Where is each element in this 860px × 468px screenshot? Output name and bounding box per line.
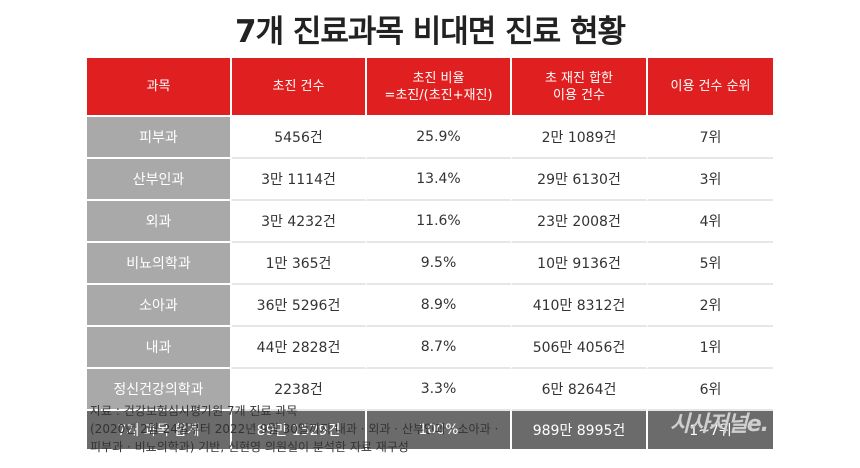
total-first-visits-cell: 89만 1529건: [232, 411, 367, 449]
source-line: (2020년 2월 24일부터 2022년 9월 30일까지 내과 · 외과 ·…: [90, 422, 499, 436]
rank-cell: 2위: [648, 285, 773, 327]
rank-cell: 3위: [648, 159, 773, 201]
first-visits-cell: 44만 2828건: [232, 327, 367, 369]
total-cell: 410만 8312건: [512, 285, 648, 327]
rank-cell: 5위: [648, 243, 773, 285]
rank-cell: 7위: [648, 117, 773, 159]
header-first-visits: 초진 건수: [232, 58, 367, 117]
data-table: 과목 초진 건수 초진 비율 =초진/(초진+재진) 초 재진 합한 이용 건수…: [87, 58, 773, 449]
total-cell: 10만 9136건: [512, 243, 648, 285]
rank-cell: 4위: [648, 201, 773, 243]
subject-cell: 피부과: [87, 117, 232, 159]
first-visits-cell: 3만 4232건: [232, 201, 367, 243]
table-row: 내과 44만 2828건 8.7% 506만 4056건 1위: [87, 327, 773, 369]
ratio-cell: 25.9%: [367, 117, 512, 159]
table-row: 정신건강의학과 2238건 3.3% 6만 8264건 6위: [87, 369, 773, 411]
header-total: 초 재진 합한 이용 건수: [512, 58, 648, 117]
table-row: 소아과 36만 5296건 8.9% 410만 8312건 2위: [87, 285, 773, 327]
ratio-cell: 11.6%: [367, 201, 512, 243]
table-row: 피부과 5456건 25.9% 2만 1089건 7위: [87, 117, 773, 159]
first-visits-cell: 5456건: [232, 117, 367, 159]
first-visits-cell: 2238건: [232, 369, 367, 411]
header-ratio: 초진 비율 =초진/(초진+재진): [367, 58, 512, 117]
subject-cell: 비뇨의학과: [87, 243, 232, 285]
first-visits-cell: 36만 5296건: [232, 285, 367, 327]
total-cell: 506만 4056건: [512, 327, 648, 369]
ratio-cell: 8.7%: [367, 327, 512, 369]
subject-cell: 내과: [87, 327, 232, 369]
page-title: 7개 진료과목 비대면 진료 현황: [235, 14, 626, 50]
rank-cell: 6위: [648, 369, 773, 411]
total-cell: 23만 2008건: [512, 201, 648, 243]
source-line: 자료 : 건강보험심사평가원 7개 진료 과목: [90, 404, 298, 418]
total-rank-cell: 1~7위: [648, 411, 773, 449]
source-line: 피부과 · 비뇨의학과) 기반, 신현영 의원실이 분석한 자료 재구성: [90, 440, 409, 454]
table-row: 비뇨의학과 1만 365건 9.5% 10만 9136건 5위: [87, 243, 773, 285]
table-row: 산부인과 3만 1114건 13.4% 29만 6130건 3위: [87, 159, 773, 201]
total-row: 7개 과목 합계 89만 1529건 100% 989만 8995건 1~7위: [87, 411, 773, 449]
header-row: 과목 초진 건수 초진 비율 =초진/(초진+재진) 초 재진 합한 이용 건수…: [87, 58, 773, 117]
header-rank: 이용 건수 순위: [648, 58, 773, 117]
table-row: 외과 3만 4232건 11.6% 23만 2008건 4위: [87, 201, 773, 243]
subject-cell: 소아과: [87, 285, 232, 327]
ratio-cell: 9.5%: [367, 243, 512, 285]
total-cell: 2만 1089건: [512, 117, 648, 159]
header-subject: 과목: [87, 58, 232, 117]
first-visits-cell: 1만 365건: [232, 243, 367, 285]
total-cell: 6만 8264건: [512, 369, 648, 411]
subject-cell: 외과: [87, 201, 232, 243]
publisher-logo: 시사저널e.: [669, 412, 769, 437]
total-cell: 29만 6130건: [512, 159, 648, 201]
subject-cell: 산부인과: [87, 159, 232, 201]
total-ratio-cell: 100%: [367, 411, 512, 449]
total-subject-cell: 7개 과목 합계: [87, 411, 232, 449]
ratio-cell: 3.3%: [367, 369, 512, 411]
ratio-cell: 13.4%: [367, 159, 512, 201]
ratio-cell: 8.9%: [367, 285, 512, 327]
source-note: 자료 : 건강보험심사평가원 7개 진료 과목 (2020년 2월 24일부터 …: [90, 402, 498, 456]
subject-cell: 정신건강의학과: [87, 369, 232, 411]
total-total-cell: 989만 8995건: [512, 411, 648, 449]
first-visits-cell: 3만 1114건: [232, 159, 367, 201]
rank-cell: 1위: [648, 327, 773, 369]
